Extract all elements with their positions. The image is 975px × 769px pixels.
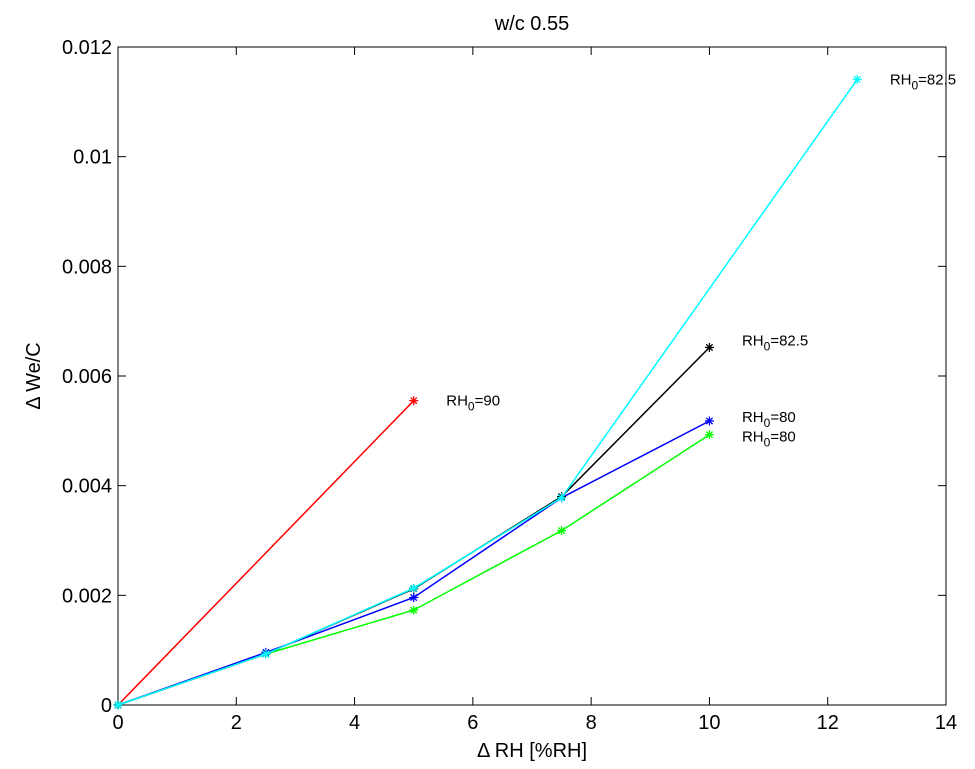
annotation-value: =90 bbox=[475, 393, 500, 410]
annotation-value: =80 bbox=[770, 409, 795, 426]
x-tick-label: 14 bbox=[935, 712, 957, 734]
x-tick-label: 4 bbox=[349, 712, 360, 734]
y-tick-label: 0.002 bbox=[62, 585, 112, 607]
annotation-value: =82.5 bbox=[770, 332, 808, 349]
y-tick-label: 0.006 bbox=[62, 366, 112, 388]
data-point bbox=[261, 649, 271, 659]
series-4 bbox=[113, 74, 862, 710]
chart-title: w/c 0.55 bbox=[494, 13, 569, 35]
x-tick-label: 0 bbox=[112, 712, 123, 734]
data-point bbox=[704, 430, 714, 440]
x-tick-label: 6 bbox=[467, 712, 478, 734]
data-point bbox=[557, 526, 567, 536]
x-tick-label: 8 bbox=[586, 712, 597, 734]
data-point bbox=[557, 493, 567, 503]
annotation-value: =80 bbox=[770, 428, 795, 445]
annotation-subscript: 0 bbox=[764, 435, 771, 449]
annotation-text: RH bbox=[742, 332, 764, 349]
x-axis-label: Δ RH [%RH] bbox=[477, 740, 587, 762]
annotation-subscript: 0 bbox=[764, 339, 771, 353]
data-point bbox=[113, 700, 123, 710]
annotation-label: RH0=80 bbox=[742, 428, 796, 449]
series-line bbox=[117, 400, 415, 706]
annotation-label: RH0=82.5 bbox=[742, 332, 808, 353]
annotation-value: =82.5 bbox=[918, 71, 956, 88]
data-point bbox=[704, 342, 714, 352]
data-point bbox=[704, 416, 714, 426]
annotation-text: RH bbox=[742, 428, 764, 445]
annotation-subscript: 0 bbox=[468, 400, 475, 414]
x-tick-label: 2 bbox=[231, 712, 242, 734]
data-point bbox=[409, 396, 419, 406]
annotation-label: RH0=82.5 bbox=[890, 71, 956, 92]
y-axis-label: Δ We/C bbox=[23, 342, 45, 409]
annotation-text: RH bbox=[446, 393, 468, 410]
data-point bbox=[409, 583, 419, 593]
y-tick-label: 0.004 bbox=[62, 476, 112, 498]
annotation-subscript: 0 bbox=[911, 78, 918, 92]
x-tick-label: 10 bbox=[698, 712, 720, 734]
y-tick-label: 0.008 bbox=[62, 256, 112, 278]
annotation-label: RH0=90 bbox=[446, 393, 500, 414]
y-tick-label: 0 bbox=[101, 695, 112, 717]
series-layer bbox=[113, 74, 862, 710]
annotation-text: RH bbox=[742, 409, 764, 426]
data-point bbox=[852, 74, 862, 84]
annotation-subscript: 0 bbox=[764, 416, 771, 430]
plot-area bbox=[117, 46, 947, 706]
y-tick-label: 0.01 bbox=[73, 147, 112, 169]
data-point bbox=[409, 605, 419, 615]
annotation-text: RH bbox=[890, 71, 912, 88]
data-point bbox=[409, 593, 419, 603]
x-tick-label: 12 bbox=[817, 712, 839, 734]
y-tick-label: 0.012 bbox=[62, 37, 112, 59]
annotation-label: RH0=80 bbox=[742, 409, 796, 430]
